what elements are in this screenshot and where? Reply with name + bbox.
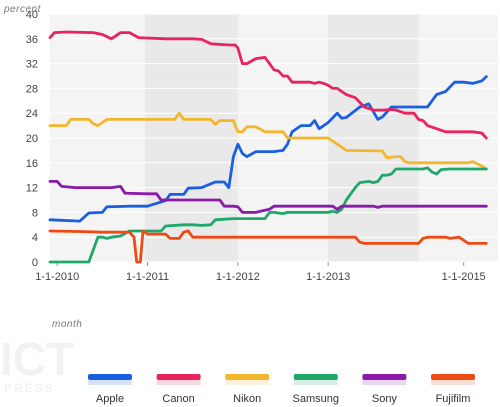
- x-tick-label: 1-1-2013: [306, 271, 350, 283]
- x-tick-label: 1-1-2015: [442, 271, 486, 283]
- legend-swatch-shadow: [431, 380, 475, 385]
- y-tick-label: 40: [26, 9, 38, 21]
- y-tick-label: 4: [32, 232, 38, 244]
- legend-swatch-shadow: [362, 380, 407, 385]
- legend-swatch-nikon: [225, 374, 270, 380]
- x-axis-title: month: [52, 319, 82, 330]
- series-lines: [48, 30, 488, 264]
- series-line-samsung: [48, 166, 488, 264]
- legend-swatch-shadow: [293, 380, 338, 385]
- y-tick-label: 16: [26, 158, 38, 170]
- series-line-canon: [48, 30, 488, 140]
- y-tick-label: 12: [26, 183, 38, 195]
- series-line-sony: [48, 180, 488, 214]
- legend-swatch-shadow: [88, 380, 132, 385]
- legend-label-fujifilm: Fujifilm: [436, 393, 471, 405]
- y-tick-label: 28: [26, 83, 38, 95]
- legend: Apple Canon Nikon Samsung Sony Fujifilm: [88, 374, 475, 405]
- legend-label-samsung: Samsung: [293, 393, 339, 405]
- y-tick-label: 32: [26, 59, 38, 71]
- legend-swatch-fujifilm: [431, 374, 475, 380]
- y-axis-title: percent: [3, 4, 42, 15]
- legend-label-apple: Apple: [96, 393, 124, 405]
- x-tick-label: 1-1-2012: [216, 271, 260, 283]
- y-tick-label: 36: [26, 34, 38, 46]
- legend-swatch-canon: [156, 374, 201, 380]
- legend-label-nikon: Nikon: [233, 393, 261, 405]
- legend-swatch-samsung: [293, 374, 338, 380]
- watermark-press-text: PRESS: [4, 381, 55, 395]
- legend-swatch-apple: [88, 374, 132, 380]
- watermark-ict-text: ICT: [0, 333, 74, 385]
- legend-swatch-sony: [362, 374, 407, 380]
- y-tick-label: 24: [26, 108, 38, 120]
- series-line-nikon: [48, 111, 488, 171]
- legend-label-sony: Sony: [372, 393, 398, 405]
- series-line-fujifilm: [48, 229, 488, 264]
- y-tick-label: 0: [32, 257, 38, 269]
- y-axis: 0 4 8 12 16 20 24 28 32 36 40: [26, 9, 38, 269]
- x-axis: 1-1-2010 1-1-2011 1-1-2012 1-1-2013 1-1-2015: [35, 262, 486, 283]
- y-tick-label: 8: [32, 207, 38, 219]
- x-tick-label: 1-1-2010: [35, 271, 79, 283]
- ict-press-watermark-logo: ICT PRESS: [0, 333, 74, 395]
- legend-swatch-shadow: [225, 380, 270, 385]
- legend-label-canon: Canon: [162, 393, 194, 405]
- legend-swatch-shadow: [156, 380, 201, 385]
- y-tick-label: 20: [26, 133, 38, 145]
- x-tick-label: 1-1-2011: [126, 271, 169, 283]
